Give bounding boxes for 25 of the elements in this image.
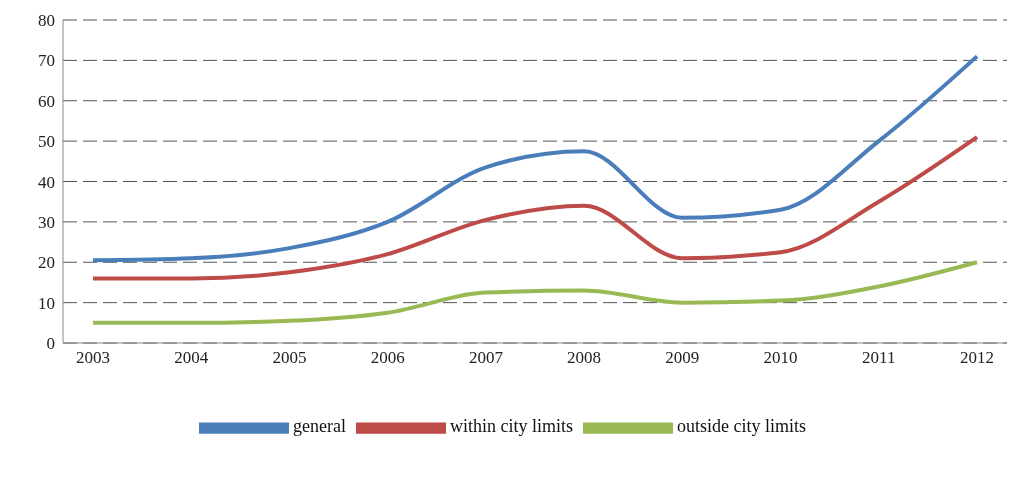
line-series	[91, 54, 979, 263]
y-tick-label: 80	[38, 11, 55, 31]
x-tick-label: 2011	[862, 348, 896, 368]
legend-label: general	[293, 416, 346, 437]
x-tick-label: 2012	[960, 348, 994, 368]
y-tick-label: 40	[38, 172, 55, 192]
x-tick-label: 2008	[567, 348, 602, 368]
y-tick-label: 20	[38, 253, 55, 273]
x-tick-label: 2004	[174, 348, 209, 368]
x-tick-label: 2010	[763, 348, 798, 368]
x-tick-label: 2009	[665, 348, 700, 368]
y-tick-label: 0	[46, 334, 55, 354]
y-tick-label: 30	[38, 212, 55, 232]
legend-label: outside city limits	[676, 416, 806, 437]
legend-label: within city limits	[449, 416, 573, 437]
y-tick-label: 60	[38, 91, 55, 111]
x-tick-label: 2007	[468, 348, 504, 368]
x-tick-label: 2003	[76, 348, 110, 368]
x-tick-label: 2005	[272, 348, 307, 368]
y-tick-label: 70	[38, 51, 55, 71]
y-tick-label: 50	[38, 132, 55, 152]
x-tick-label: 2006	[370, 348, 405, 368]
line-series	[91, 135, 979, 281]
line-series	[91, 260, 979, 325]
y-tick-label: 10	[38, 293, 55, 313]
